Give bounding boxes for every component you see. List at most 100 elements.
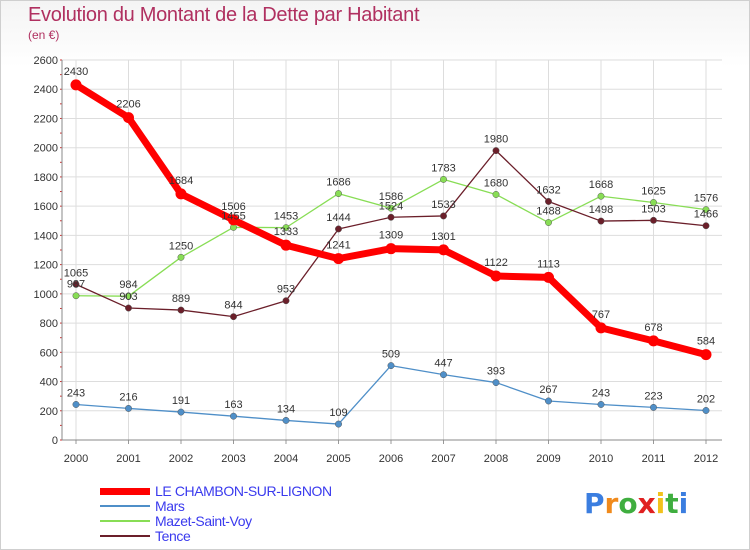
data-point xyxy=(177,253,185,261)
data-point xyxy=(123,112,134,124)
x-tick-label: 2010 xyxy=(589,453,613,465)
logo-letter: o xyxy=(618,487,638,520)
y-tick-label: 2400 xyxy=(34,84,58,96)
x-tick-label: 2009 xyxy=(536,453,560,465)
data-label: 1686 xyxy=(326,177,350,189)
data-point xyxy=(702,206,710,214)
x-tick-label: 2000 xyxy=(64,453,88,465)
data-label: 987 xyxy=(67,279,85,291)
data-label: 1576 xyxy=(694,193,718,205)
data-point xyxy=(228,214,239,226)
data-label: 1586 xyxy=(379,191,403,203)
data-point xyxy=(125,304,132,312)
data-label: 1498 xyxy=(589,204,613,216)
logo-letter: i xyxy=(678,487,689,520)
logo-letter: x xyxy=(637,487,656,520)
data-point xyxy=(440,175,447,183)
chart-subtitle: (en €) xyxy=(28,28,60,42)
legend-swatch-mazet xyxy=(100,520,150,522)
data-point xyxy=(387,213,395,221)
y-tick-label: 2000 xyxy=(34,143,58,155)
logo-letter: t xyxy=(665,487,679,520)
data-label: 767 xyxy=(592,309,610,321)
chart-title: Evolution du Montant de la Dette par Hab… xyxy=(28,4,420,26)
data-point xyxy=(387,204,395,212)
data-point xyxy=(125,292,132,300)
y-tick-label: 600 xyxy=(40,347,58,359)
data-label: 903 xyxy=(119,291,137,303)
data-label: 1309 xyxy=(379,230,403,242)
data-label: 1632 xyxy=(536,184,560,196)
data-point xyxy=(335,225,342,233)
data-label: 1455 xyxy=(221,210,245,222)
legend-swatch-tence xyxy=(100,535,150,537)
data-point xyxy=(545,198,552,205)
data-label: 1113 xyxy=(537,258,560,270)
data-point xyxy=(545,219,552,226)
data-label: 953 xyxy=(277,284,295,296)
data-label: 1503 xyxy=(641,203,665,215)
x-tick-label: 2007 xyxy=(431,453,455,465)
legend-swatch-mars xyxy=(100,505,150,507)
data-point xyxy=(177,408,185,416)
data-point xyxy=(385,243,397,255)
x-tick-label: 2004 xyxy=(274,453,298,465)
y-tick-label: 1400 xyxy=(34,230,58,242)
y-tick-label: 1800 xyxy=(34,172,58,184)
data-point xyxy=(125,404,132,412)
data-point xyxy=(700,349,712,361)
data-label: 216 xyxy=(119,391,137,403)
data-label: 1333 xyxy=(274,226,298,238)
data-label: 889 xyxy=(172,293,190,305)
proxiti-logo: Proxiti xyxy=(584,487,688,520)
data-label: 1444 xyxy=(326,212,350,224)
legend-label: Mazet-Saint-Voy xyxy=(155,513,252,529)
data-point xyxy=(282,297,290,305)
y-tick-label: 1200 xyxy=(34,260,58,272)
data-label: 1680 xyxy=(484,177,508,189)
data-label: 202 xyxy=(697,393,715,405)
data-label: 223 xyxy=(644,390,662,402)
data-label: 2206 xyxy=(116,99,140,111)
legend-label: Mars xyxy=(155,498,185,514)
data-point xyxy=(702,222,710,230)
y-tick-label: 200 xyxy=(40,406,58,418)
data-label: 1980 xyxy=(484,134,508,146)
x-tick-label: 2006 xyxy=(379,453,403,465)
data-point xyxy=(440,371,447,379)
x-tick-label: 2008 xyxy=(484,453,508,465)
data-point xyxy=(492,147,500,155)
data-point xyxy=(492,191,500,198)
data-label: 1668 xyxy=(589,179,613,191)
data-point xyxy=(650,199,657,206)
logo-letter: P xyxy=(584,487,605,520)
x-tick-label: 2003 xyxy=(221,453,245,465)
data-point xyxy=(335,190,342,198)
legend-label: Tence xyxy=(155,528,191,544)
data-point xyxy=(230,412,237,420)
data-label: 1783 xyxy=(431,162,455,174)
x-tick-label: 2001 xyxy=(116,453,140,465)
data-label: 1684 xyxy=(169,175,193,187)
data-label: 1241 xyxy=(326,240,350,252)
data-point xyxy=(597,401,605,408)
data-label: 243 xyxy=(67,387,85,399)
data-label: 243 xyxy=(592,387,610,399)
data-point xyxy=(72,401,80,408)
data-point xyxy=(282,416,290,424)
data-label: 163 xyxy=(224,399,242,411)
data-label: 1301 xyxy=(431,231,455,243)
data-label: 191 xyxy=(172,395,190,407)
data-label: 1488 xyxy=(536,206,560,218)
data-label: 393 xyxy=(487,366,505,378)
data-point xyxy=(387,362,395,370)
x-tick-label: 2005 xyxy=(326,453,350,465)
y-tick-label: 400 xyxy=(40,377,58,389)
data-point xyxy=(335,420,342,428)
y-tick-label: 1000 xyxy=(34,289,58,301)
data-point xyxy=(230,313,237,321)
y-tick-label: 800 xyxy=(40,318,58,330)
x-tick-label: 2012 xyxy=(694,453,718,465)
y-tick-label: 1600 xyxy=(34,201,58,213)
data-point xyxy=(333,253,344,265)
